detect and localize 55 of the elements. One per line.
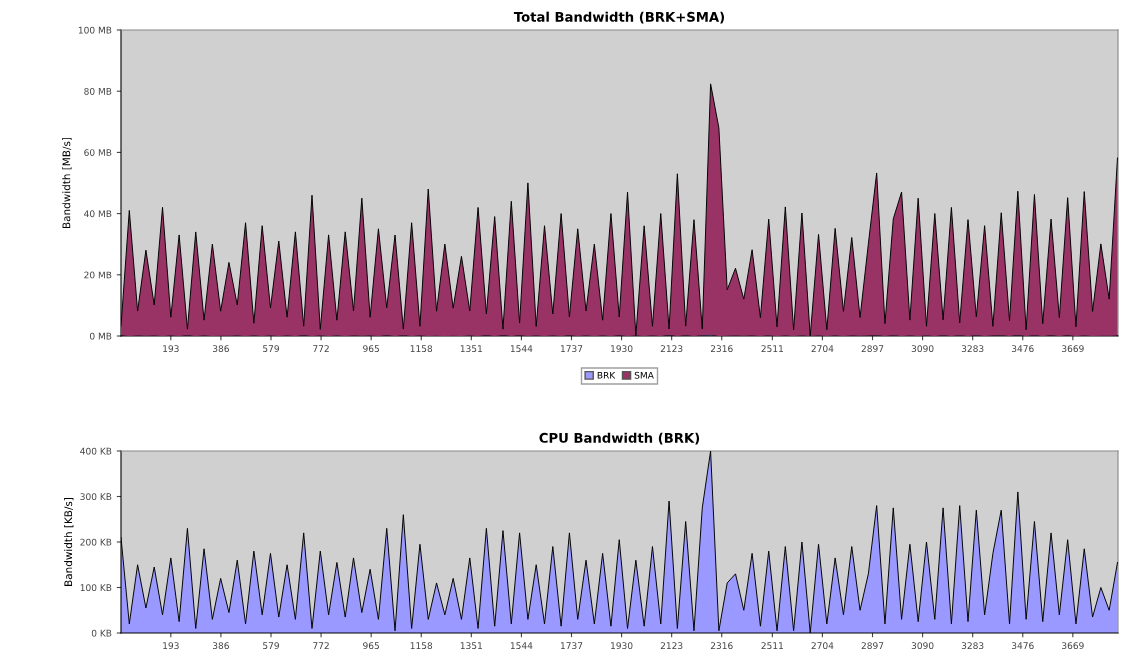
x-tick-label: 2897 bbox=[861, 345, 884, 353]
x-tick-label: 2316 bbox=[710, 345, 733, 353]
x-tick-label: 579 bbox=[263, 345, 279, 353]
x-tick-label: 1930 bbox=[611, 642, 633, 650]
legend-label: SMA bbox=[634, 371, 654, 379]
y-tick-label: 300 KB bbox=[80, 493, 112, 501]
x-tick-label: 3669 bbox=[1062, 642, 1084, 650]
x-tick-label: 1544 bbox=[510, 642, 533, 650]
x-tick-label: 1930 bbox=[611, 345, 633, 353]
x-tick-label: 1737 bbox=[561, 642, 583, 650]
x-tick-label: 3476 bbox=[1011, 642, 1034, 650]
y-tick-label: 80 MB bbox=[84, 87, 112, 95]
x-tick-label: 193 bbox=[163, 345, 179, 353]
x-tick-label: 1737 bbox=[561, 345, 583, 353]
x-tick-label: 3283 bbox=[961, 345, 984, 353]
x-tick-label: 386 bbox=[212, 345, 229, 353]
x-tick-label: 2704 bbox=[811, 642, 834, 650]
x-tick-label: 1544 bbox=[510, 345, 533, 353]
y-tick-label: 0 MB bbox=[89, 332, 112, 340]
y-tick-label: 40 MB bbox=[84, 210, 112, 218]
x-tick-label: 2123 bbox=[660, 642, 683, 650]
y-tick-label: 60 MB bbox=[84, 149, 112, 156]
x-tick-label: 772 bbox=[313, 642, 329, 649]
x-tick-label: 1158 bbox=[410, 642, 433, 650]
y-tick-label: 0 KB bbox=[91, 629, 112, 637]
x-tick-label: 579 bbox=[263, 642, 279, 650]
x-tick-label: 1351 bbox=[460, 345, 482, 353]
x-tick-label: 2511 bbox=[761, 345, 783, 353]
x-tick-label: 1351 bbox=[460, 642, 482, 650]
x-tick-label: 772 bbox=[313, 345, 329, 352]
y-tick-label: 100 KB bbox=[80, 584, 112, 592]
x-tick-label: 386 bbox=[212, 642, 229, 650]
x-tick-label: 2897 bbox=[861, 642, 884, 650]
x-tick-label: 3090 bbox=[911, 345, 934, 353]
y-tick-label: 400 KB bbox=[80, 447, 112, 455]
y-tick-label: 100 MB bbox=[78, 26, 112, 34]
x-tick-label: 2511 bbox=[761, 642, 783, 650]
x-tick-label: 3476 bbox=[1011, 345, 1034, 353]
x-tick-label: 2704 bbox=[811, 345, 834, 353]
legend-label: BRK bbox=[597, 371, 616, 379]
chart-title: CPU Bandwidth (BRK) bbox=[539, 432, 700, 445]
y-tick-label: 200 KB bbox=[80, 538, 112, 546]
y-axis-title: Bandwidth [MB/s] bbox=[62, 137, 72, 228]
x-tick-label: 2123 bbox=[660, 345, 683, 353]
y-axis-title: Bandwidth [KB/s] bbox=[64, 497, 74, 586]
x-tick-label: 1158 bbox=[410, 345, 433, 353]
y-tick-label: 20 MB bbox=[84, 271, 112, 279]
x-tick-label: 965 bbox=[363, 642, 379, 650]
x-tick-label: 3090 bbox=[911, 642, 934, 650]
chart-title: Total Bandwidth (BRK+SMA) bbox=[513, 11, 725, 24]
x-tick-label: 3283 bbox=[961, 642, 984, 650]
x-tick-label: 965 bbox=[363, 345, 379, 353]
x-tick-label: 193 bbox=[163, 642, 179, 650]
x-tick-label: 2316 bbox=[710, 642, 733, 650]
x-tick-label: 3669 bbox=[1062, 345, 1084, 353]
